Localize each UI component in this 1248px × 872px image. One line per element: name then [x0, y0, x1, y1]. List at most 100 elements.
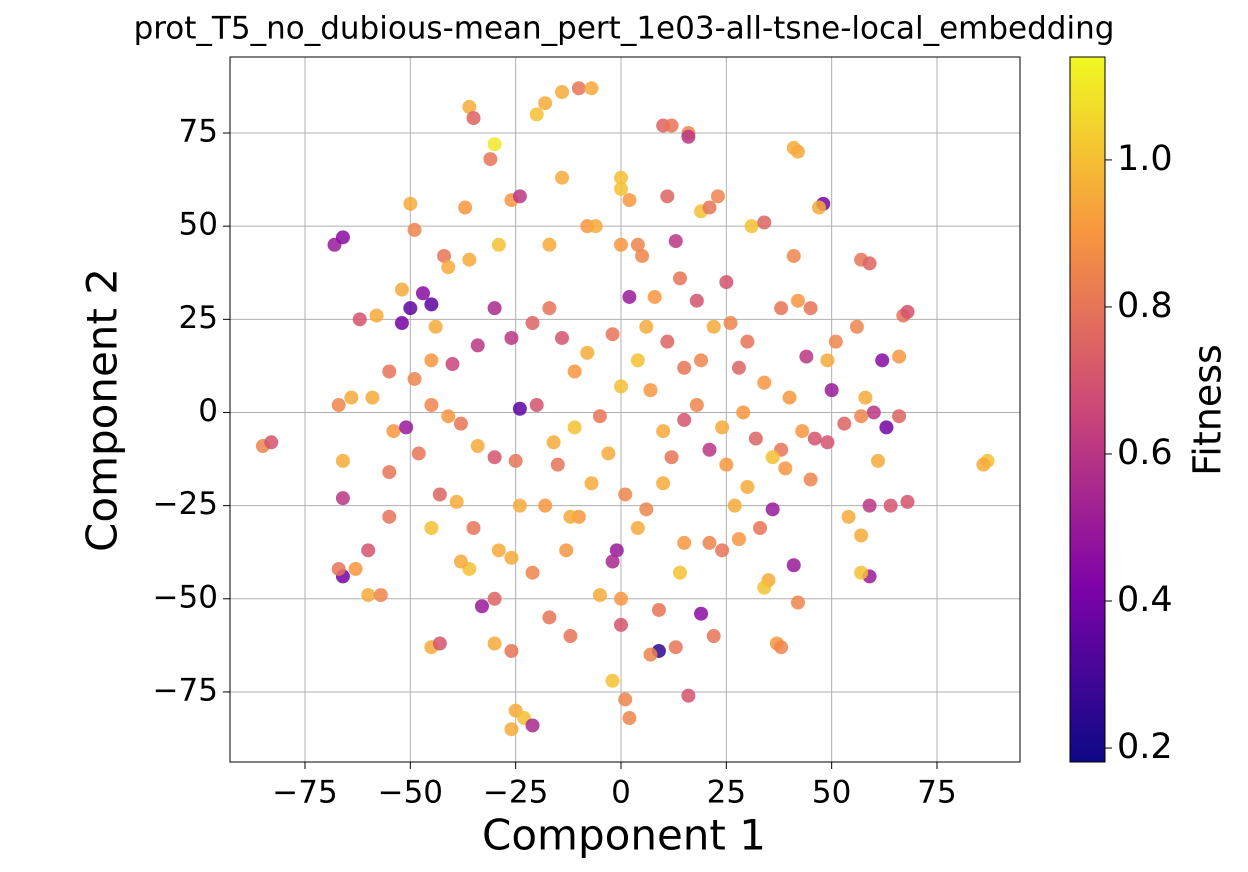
point: [672, 271, 687, 286]
point: [883, 498, 898, 513]
point: [795, 424, 810, 439]
point: [702, 535, 717, 550]
point: [571, 81, 586, 96]
point: [361, 543, 376, 558]
point: [563, 629, 578, 644]
x-tick-label: −50: [378, 775, 443, 811]
point: [546, 435, 561, 450]
axes: −75 −50 −25 0 25 50 75 −75 −50 −25 0 25 50 75 0.2 0.4 0.…: [153, 56, 1173, 811]
point: [778, 461, 793, 476]
point: [757, 580, 772, 595]
point: [807, 431, 822, 446]
point: [331, 561, 346, 576]
point: [858, 390, 873, 405]
point: [613, 379, 628, 394]
point: [613, 181, 628, 196]
point: [525, 718, 540, 733]
point: [803, 472, 818, 487]
point: [584, 476, 599, 491]
colorbar: [1069, 56, 1106, 763]
point: [399, 420, 414, 435]
colorbar-tick-label: 0.2: [1117, 727, 1173, 767]
point: [394, 282, 409, 297]
point: [487, 591, 502, 606]
point: [487, 450, 502, 465]
point: [681, 688, 696, 703]
point: [588, 219, 603, 234]
point: [580, 345, 595, 360]
point: [407, 222, 422, 237]
point: [622, 193, 637, 208]
point: [504, 550, 519, 565]
point: [601, 446, 616, 461]
point: [765, 502, 780, 517]
point: [462, 99, 477, 114]
point: [630, 353, 645, 368]
point: [504, 643, 519, 658]
point: [976, 457, 991, 472]
point: [892, 349, 907, 364]
point: [555, 85, 570, 100]
point: [613, 591, 628, 606]
x-tick-label: −25: [483, 775, 548, 811]
point: [504, 330, 519, 345]
point: [677, 412, 692, 427]
point: [331, 398, 346, 413]
point: [757, 215, 772, 230]
point: [731, 532, 746, 547]
point: [508, 453, 523, 468]
point: [437, 248, 452, 263]
point: [542, 237, 557, 252]
point: [757, 375, 772, 390]
point: [639, 319, 654, 334]
point: [466, 520, 481, 535]
point: [677, 535, 692, 550]
point: [854, 409, 869, 424]
point: [892, 409, 907, 424]
point: [613, 617, 628, 632]
point: [592, 409, 607, 424]
point: [630, 520, 645, 535]
point: [753, 520, 768, 535]
point: [474, 599, 489, 614]
point: [862, 498, 877, 513]
point: [799, 349, 814, 364]
point: [525, 316, 540, 331]
point: [647, 289, 662, 304]
point: [828, 334, 843, 349]
y-axis-label: Component 2: [78, 268, 127, 552]
point: [727, 498, 742, 513]
point: [462, 252, 477, 267]
point: [622, 711, 637, 726]
point: [529, 398, 544, 413]
y-tick-label: 50: [179, 207, 218, 243]
point: [668, 234, 683, 249]
point: [432, 636, 447, 651]
point: [369, 308, 384, 323]
point: [871, 453, 886, 468]
point: [403, 196, 418, 211]
point: [765, 450, 780, 465]
y-tick-label: 25: [179, 300, 218, 336]
point: [660, 189, 675, 204]
point: [668, 640, 683, 655]
point: [635, 248, 650, 263]
point: [694, 353, 709, 368]
x-axis-label: Component 1: [482, 811, 766, 860]
point: [790, 293, 805, 308]
point: [710, 189, 725, 204]
point: [453, 554, 468, 569]
point: [470, 439, 485, 454]
point: [424, 353, 439, 368]
point: [428, 319, 443, 334]
y-tick-label: 75: [179, 114, 218, 150]
point: [803, 301, 818, 316]
point: [618, 692, 633, 707]
point: [664, 118, 679, 133]
point: [639, 502, 654, 517]
point: [715, 543, 730, 558]
point: [672, 565, 687, 580]
point: [900, 304, 915, 319]
y-tick-label: −25: [153, 486, 218, 522]
